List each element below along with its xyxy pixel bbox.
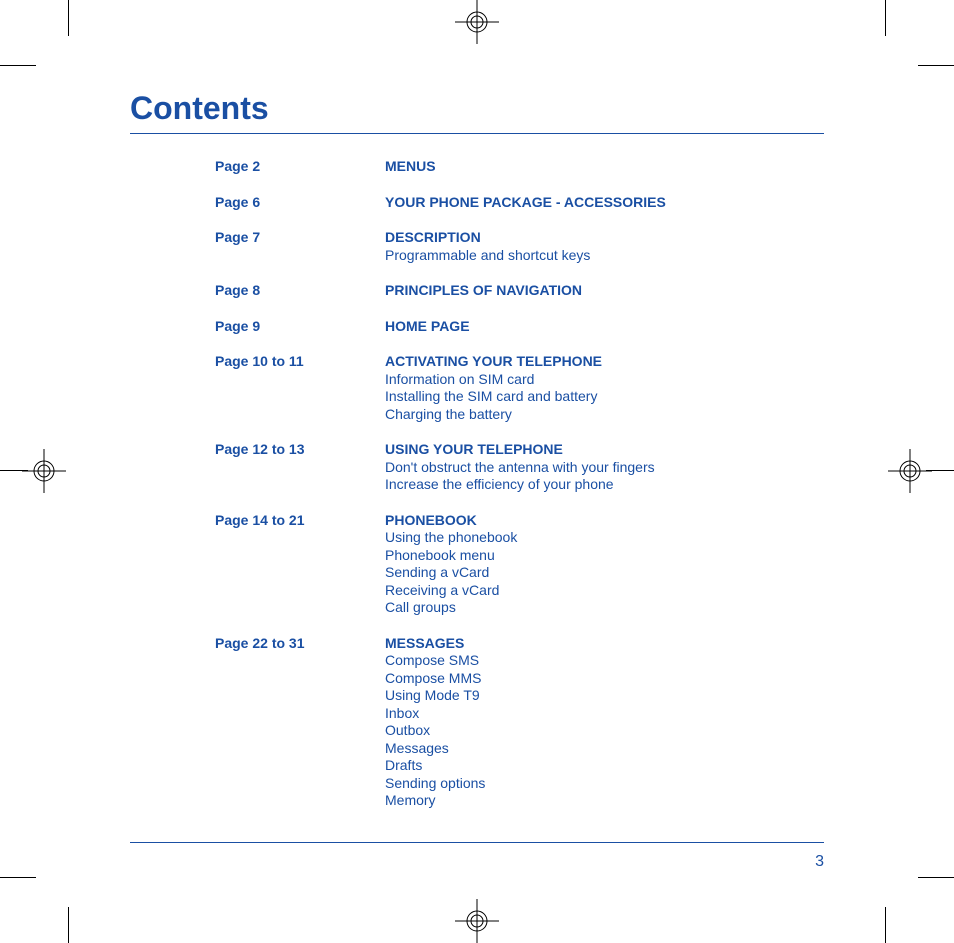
toc-entry: Page 9HOME PAGE bbox=[215, 318, 824, 336]
toc-subitem: Installing the SIM card and battery bbox=[385, 388, 602, 406]
toc-body: ACTIVATING YOUR TELEPHONEInformation on … bbox=[385, 353, 602, 423]
toc-subitem: Compose SMS bbox=[385, 652, 485, 670]
toc-page-ref: Page 6 bbox=[215, 194, 385, 212]
toc-body: MENUS bbox=[385, 158, 436, 176]
crop-mark bbox=[918, 65, 954, 66]
toc-entry: Page 14 to 21PHONEBOOKUsing the phoneboo… bbox=[215, 512, 824, 617]
toc-heading: DESCRIPTION bbox=[385, 229, 590, 247]
toc-subitem: Using Mode T9 bbox=[385, 687, 485, 705]
page-title: Contents bbox=[130, 90, 824, 127]
toc-subitem: Don't obstruct the antenna with your fin… bbox=[385, 459, 655, 477]
toc-heading: PRINCIPLES OF NAVIGATION bbox=[385, 282, 582, 300]
registration-mark-icon bbox=[22, 449, 66, 493]
registration-mark-icon bbox=[888, 449, 932, 493]
toc-subitem: Call groups bbox=[385, 599, 517, 617]
crop-mark bbox=[68, 0, 69, 36]
toc-subitem: Information on SIM card bbox=[385, 371, 602, 389]
toc-page-ref: Page 7 bbox=[215, 229, 385, 264]
toc-subitem: Drafts bbox=[385, 757, 485, 775]
toc-subitem: Programmable and shortcut keys bbox=[385, 247, 590, 265]
toc-page-ref: Page 22 to 31 bbox=[215, 635, 385, 810]
page-number: 3 bbox=[815, 853, 824, 871]
toc-page-ref: Page 8 bbox=[215, 282, 385, 300]
crop-mark bbox=[885, 0, 886, 36]
toc-page-ref: Page 10 to 11 bbox=[215, 353, 385, 423]
toc-entry: Page 12 to 13USING YOUR TELEPHONEDon't o… bbox=[215, 441, 824, 494]
title-rule bbox=[130, 133, 824, 134]
toc-body: HOME PAGE bbox=[385, 318, 470, 336]
registration-mark-icon bbox=[455, 899, 499, 943]
toc-entry: Page 10 to 11ACTIVATING YOUR TELEPHONEIn… bbox=[215, 353, 824, 423]
toc-body: MESSAGESCompose SMSCompose MMSUsing Mode… bbox=[385, 635, 485, 810]
toc-subitem: Using the phonebook bbox=[385, 529, 517, 547]
toc-entry: Page 2MENUS bbox=[215, 158, 824, 176]
toc-entry: Page 7DESCRIPTIONProgrammable and shortc… bbox=[215, 229, 824, 264]
crop-mark bbox=[885, 907, 886, 943]
toc-subitem: Memory bbox=[385, 792, 485, 810]
toc-heading: PHONEBOOK bbox=[385, 512, 517, 530]
toc-subitem: Phonebook menu bbox=[385, 547, 517, 565]
toc-page-ref: Page 14 to 21 bbox=[215, 512, 385, 617]
toc-page-ref: Page 2 bbox=[215, 158, 385, 176]
toc-heading: HOME PAGE bbox=[385, 318, 470, 336]
toc-subitem: Sending a vCard bbox=[385, 564, 517, 582]
toc-body: DESCRIPTIONProgrammable and shortcut key… bbox=[385, 229, 590, 264]
page-content: Contents Page 2MENUSPage 6YOUR PHONE PAC… bbox=[130, 90, 824, 853]
toc-subitem: Messages bbox=[385, 740, 485, 758]
toc-subitem: Receiving a vCard bbox=[385, 582, 517, 600]
toc-body: YOUR PHONE PACKAGE - ACCESSORIES bbox=[385, 194, 666, 212]
toc-page-ref: Page 9 bbox=[215, 318, 385, 336]
toc-heading: MENUS bbox=[385, 158, 436, 176]
toc-subitem: Inbox bbox=[385, 705, 485, 723]
toc-subitem: Compose MMS bbox=[385, 670, 485, 688]
toc-heading: YOUR PHONE PACKAGE - ACCESSORIES bbox=[385, 194, 666, 212]
registration-mark-icon bbox=[455, 0, 499, 44]
toc-heading: USING YOUR TELEPHONE bbox=[385, 441, 655, 459]
crop-mark bbox=[0, 877, 36, 878]
toc-body: PRINCIPLES OF NAVIGATION bbox=[385, 282, 582, 300]
toc-subitem: Increase the efficiency of your phone bbox=[385, 476, 655, 494]
toc-body: USING YOUR TELEPHONEDon't obstruct the a… bbox=[385, 441, 655, 494]
toc-page-ref: Page 12 to 13 bbox=[215, 441, 385, 494]
toc-entry: Page 8PRINCIPLES OF NAVIGATION bbox=[215, 282, 824, 300]
crop-mark bbox=[68, 907, 69, 943]
toc-entry: Page 22 to 31MESSAGESCompose SMSCompose … bbox=[215, 635, 824, 810]
toc-subitem: Charging the battery bbox=[385, 406, 602, 424]
toc-subitem: Outbox bbox=[385, 722, 485, 740]
crop-mark bbox=[0, 65, 36, 66]
toc-body: PHONEBOOKUsing the phonebookPhonebook me… bbox=[385, 512, 517, 617]
footer-rule bbox=[130, 842, 824, 843]
toc-heading: MESSAGES bbox=[385, 635, 485, 653]
table-of-contents: Page 2MENUSPage 6YOUR PHONE PACKAGE - AC… bbox=[215, 158, 824, 810]
toc-heading: ACTIVATING YOUR TELEPHONE bbox=[385, 353, 602, 371]
crop-mark bbox=[918, 877, 954, 878]
toc-entry: Page 6YOUR PHONE PACKAGE - ACCESSORIES bbox=[215, 194, 824, 212]
toc-subitem: Sending options bbox=[385, 775, 485, 793]
